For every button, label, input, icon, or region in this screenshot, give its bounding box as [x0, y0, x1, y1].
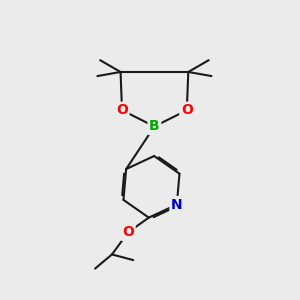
Text: B: B — [149, 119, 160, 134]
Text: O: O — [181, 103, 193, 117]
Text: O: O — [116, 103, 128, 117]
Text: O: O — [122, 225, 134, 239]
Text: N: N — [171, 197, 183, 212]
